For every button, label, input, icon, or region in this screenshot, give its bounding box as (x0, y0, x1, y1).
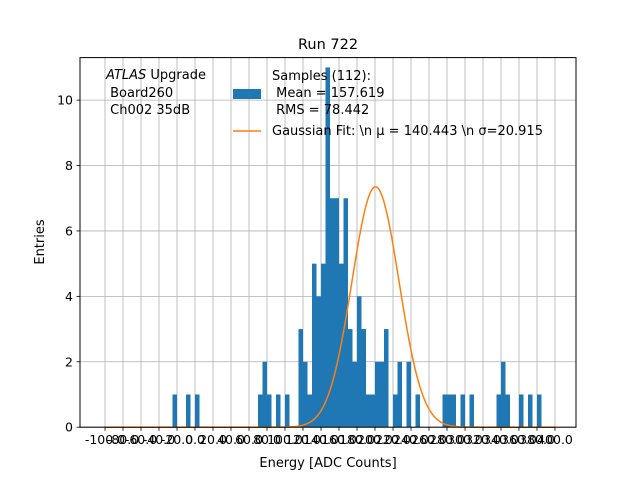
x-tick-label: 140.0 (303, 432, 339, 447)
x-tick-label: 20.0 (199, 432, 227, 447)
histogram-bar (397, 361, 402, 428)
legend-hist-label-3: RMS = 78.442 (272, 103, 369, 118)
x-tick-label: 240.0 (393, 432, 429, 447)
y-axis-label: Entries (33, 219, 48, 265)
y-tick-label: 2 (65, 354, 73, 369)
x-tick-label: 200.0 (357, 432, 393, 447)
x-tick-label: 100.0 (267, 432, 303, 447)
histogram-bar (307, 394, 312, 428)
histogram-bar (393, 394, 398, 428)
atlas-annotation: ATLAS Upgrade Board260 Ch002 35dB (105, 68, 206, 118)
histogram-bar (186, 394, 191, 428)
plot-frame (79, 57, 577, 428)
histogram-bar (262, 361, 267, 428)
histogram-bar (316, 296, 321, 428)
x-tick-label: 40.0 (217, 432, 245, 447)
x-axis-label: Energy [ADC Counts] (259, 456, 396, 471)
annotation-channel: Ch002 35dB (106, 103, 190, 118)
x-tick-label: -40.0 (143, 432, 175, 447)
y-axis-ticks: 0 2 4 6 8 10 (57, 93, 80, 435)
x-tick-label: 220.0 (375, 432, 411, 447)
histogram-bar (370, 394, 375, 428)
x-tick-label: 380.0 (519, 432, 555, 447)
histogram-bar (375, 361, 380, 428)
x-tick-label: -60.0 (125, 432, 157, 447)
annotation-line-1: ATLAS Upgrade (105, 68, 206, 83)
x-tick-label: -100.0 (85, 432, 125, 447)
histogram-bar (330, 198, 335, 428)
x-tick-label: 180.0 (339, 432, 375, 447)
chart-title: Run 722 (298, 37, 358, 53)
histogram-bar (442, 394, 447, 428)
histogram-bar (501, 361, 506, 428)
histogram-bar (298, 329, 303, 428)
histogram-bar (366, 394, 371, 428)
histogram-bar (172, 394, 177, 428)
histogram-bar (415, 394, 420, 428)
y-tick-label: 0 (65, 420, 73, 435)
histogram-bar (406, 361, 411, 428)
x-tick-label: 260.0 (411, 432, 447, 447)
x-tick-label: 120.0 (285, 432, 321, 447)
x-tick-label: 300.0 (447, 432, 483, 447)
histogram-bar (348, 329, 353, 428)
x-tick-label: 60.0 (235, 432, 263, 447)
histogram-bar (361, 329, 366, 428)
histogram-bar (325, 67, 330, 428)
x-tick-label: 360.0 (501, 432, 537, 447)
x-tick-label: 0.0 (185, 432, 205, 447)
x-tick-label: 80.0 (253, 432, 281, 447)
histogram-bar (195, 394, 200, 428)
histogram-bar (528, 394, 533, 428)
histogram-bar (321, 263, 326, 428)
y-tick-label: 8 (65, 158, 73, 173)
histogram-bar (505, 394, 510, 428)
histogram-bar (384, 329, 389, 428)
histogram-bar (451, 394, 456, 428)
histogram-bar (519, 394, 524, 428)
annotation-board: Board260 (106, 86, 173, 101)
y-tick-label: 4 (65, 289, 73, 304)
legend: Samples (112): Mean = 157.619 RMS = 78.4… (233, 69, 543, 139)
histogram-bar (258, 394, 263, 428)
x-tick-label: 340.0 (483, 432, 519, 447)
y-tick-label: 10 (57, 93, 73, 108)
histogram-bar (357, 296, 362, 428)
histogram-bar (447, 394, 452, 428)
annotation-upgrade: Upgrade (146, 68, 206, 83)
x-tick-label: 320.0 (465, 432, 501, 447)
histogram-bar (276, 394, 281, 428)
x-tick-label: -80.0 (107, 432, 139, 447)
x-tick-label: -20.0 (161, 432, 193, 447)
histogram-bar (379, 361, 384, 428)
histogram-bar (343, 198, 348, 428)
histogram-bar (460, 394, 465, 428)
histogram-bar (537, 394, 542, 428)
x-axis-ticks: -100.0-80.0-60.0-40.0-20.00.020.040.060.… (85, 427, 573, 447)
histogram-bar (312, 263, 317, 428)
legend-hist-swatch (233, 89, 261, 99)
legend-hist-label-2: Mean = 157.619 (272, 86, 384, 101)
histogram-bar (496, 394, 501, 428)
legend-hist-label-1: Samples (112): (272, 69, 371, 84)
y-tick-label: 6 (65, 223, 73, 238)
legend-fit-label: Gaussian Fit: \n μ = 140.443 \n σ=20.915 (272, 124, 543, 139)
histogram-bar (285, 394, 290, 428)
histogram-bar (352, 361, 357, 428)
x-tick-label: 160.0 (321, 432, 357, 447)
histogram-bar (303, 361, 308, 428)
x-tick-label: 280.0 (429, 432, 465, 447)
histogram-bar (469, 394, 474, 428)
histogram-bar (334, 198, 339, 428)
annotation-atlas: ATLAS (105, 68, 146, 83)
histogram-bar (267, 394, 272, 428)
x-tick-label: 400.0 (537, 432, 573, 447)
